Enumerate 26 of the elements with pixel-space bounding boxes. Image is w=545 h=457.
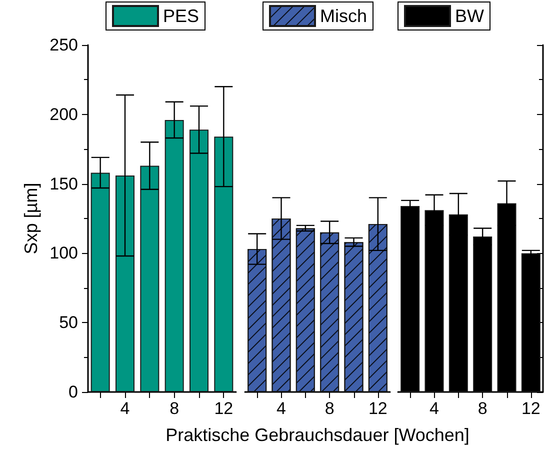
bar bbox=[164, 120, 184, 392]
y-axis-title: Sxp [µm] bbox=[21, 182, 41, 254]
bar bbox=[214, 136, 234, 392]
bar bbox=[116, 175, 134, 392]
legend-label: PES bbox=[163, 6, 200, 26]
y-tick-label: 0 bbox=[68, 382, 78, 402]
y-tick-label: 250 bbox=[50, 36, 78, 54]
y-tick-label: 150 bbox=[50, 174, 78, 194]
bar bbox=[190, 130, 208, 392]
y-tick-label: 50 bbox=[59, 313, 78, 332]
y-tick-label: 100 bbox=[50, 244, 78, 263]
x-tick-label: 4 bbox=[120, 399, 130, 418]
x-tick-label: 8 bbox=[324, 399, 334, 418]
legend-label: BW bbox=[455, 6, 484, 26]
x-tick-label: 4 bbox=[276, 399, 286, 418]
x-tick-label: 12 bbox=[521, 399, 540, 418]
bar bbox=[140, 166, 160, 392]
y-tick-label: 200 bbox=[50, 104, 78, 124]
x-tick-label: 8 bbox=[170, 399, 180, 418]
x-tick-label: 4 bbox=[430, 399, 439, 418]
bar bbox=[90, 172, 110, 392]
legend-label: Misch bbox=[320, 6, 368, 26]
x-tick-label: 8 bbox=[478, 399, 488, 418]
x-tick-label: 12 bbox=[214, 399, 234, 418]
x-axis-title: Praktische Gebrauchsdauer [Wochen] bbox=[166, 425, 470, 445]
x-tick-label: 12 bbox=[368, 399, 388, 418]
